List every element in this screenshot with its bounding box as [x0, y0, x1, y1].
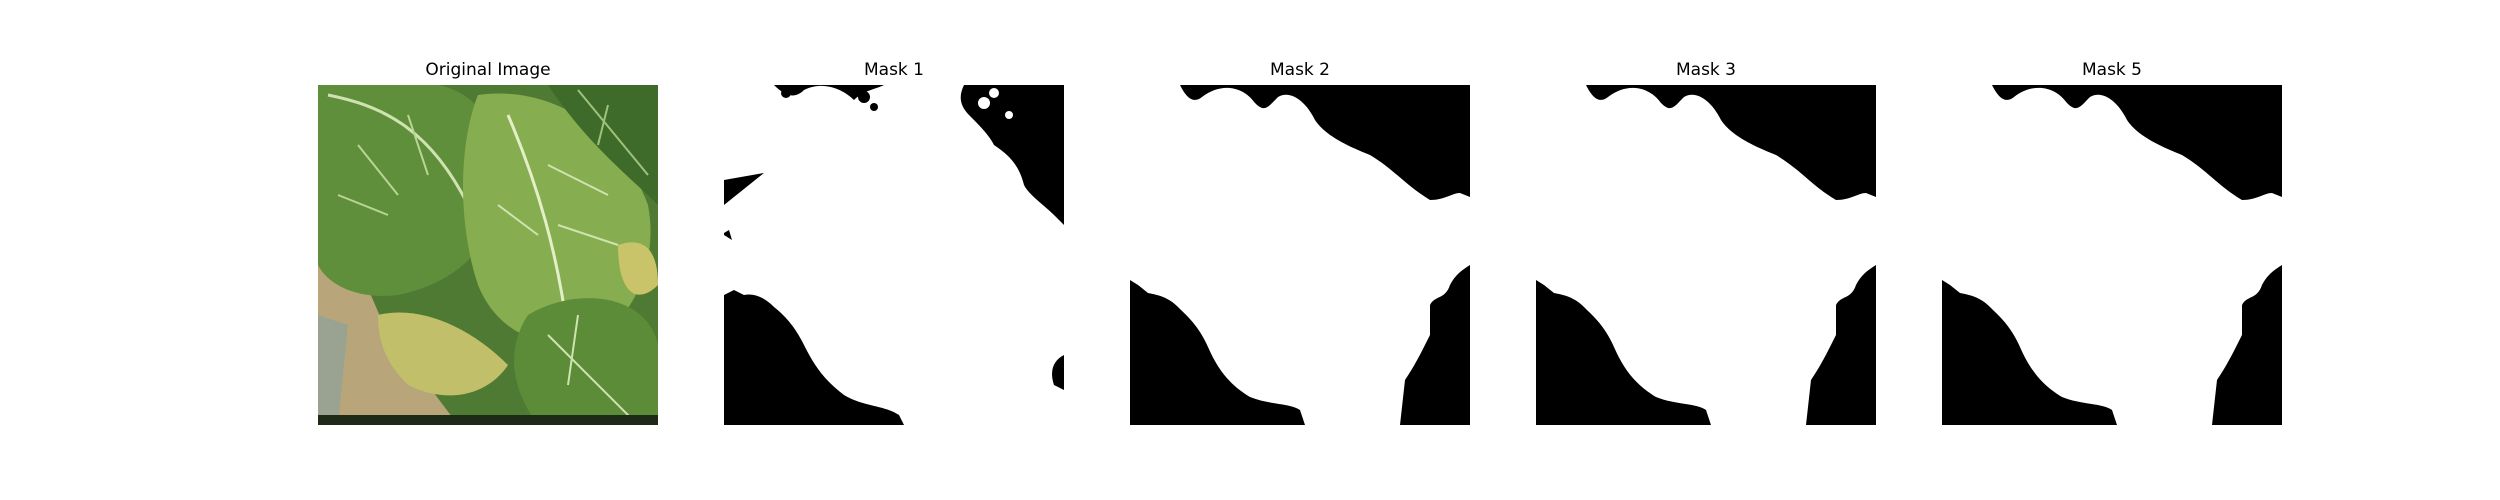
panel-title: Mask 1	[863, 60, 924, 80]
segmentation-mask-2	[1130, 85, 1470, 425]
panel-title: Mask 5	[2081, 60, 2142, 80]
panel-title: Original Image	[425, 60, 551, 80]
segmentation-mask-5	[1942, 85, 2282, 425]
panel-title: Mask 3	[1675, 60, 1736, 80]
panel-title: Mask 2	[1269, 60, 1330, 80]
segmentation-mask-3	[1536, 85, 1876, 425]
segmentation-mask-1	[724, 85, 1064, 425]
original-leaf-photo	[318, 85, 658, 425]
